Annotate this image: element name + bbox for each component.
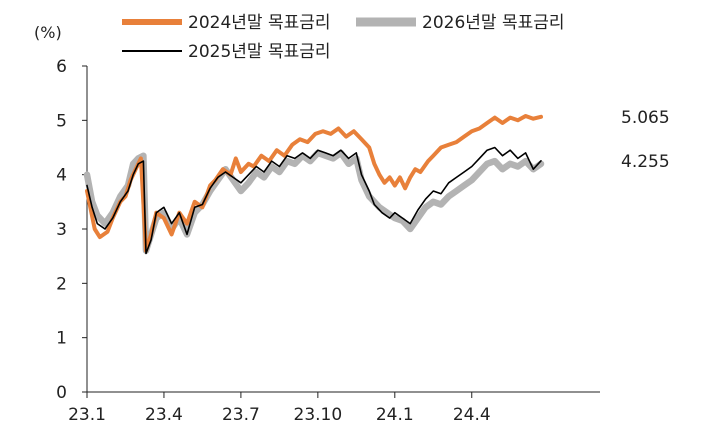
y-tick-label: 3 [56,220,67,240]
legend-label-2025: 2025년말 목표금리 [188,42,331,62]
series-lines [83,114,545,255]
y-tick-label: 5 [56,111,67,131]
x-tick-label: 23.4 [145,405,183,425]
series-line-0 [85,114,543,253]
series-line-2 [86,146,542,255]
x-tick-label: 23.1 [68,405,106,425]
end-labels: 5.065 4.255 [621,108,670,172]
x-tick-label: 23.7 [222,405,260,425]
end-label-0: 5.065 [621,108,670,128]
x-ticks: 23.1 23.4 23.7 23.10 24.1 24.4 [68,392,491,425]
axes [86,66,600,393]
legend-label-2024: 2024년말 목표금리 [188,13,331,33]
y-tick-label: 4 [56,166,67,186]
x-tick-label: 24.1 [376,405,414,425]
legend-label-2026: 2026년말 목표금리 [422,13,565,33]
y-tick-label: 6 [56,57,67,77]
series-line-1 [83,149,545,254]
legend: 2024년말 목표금리 2026년말 목표금리 2025년말 목표금리 [122,13,565,62]
end-label-2: 4.255 [621,152,670,172]
y-tick-label: 2 [56,274,67,294]
x-tick-label: 23.10 [294,405,343,425]
x-tick-label: 24.4 [453,405,491,425]
y-tick-label: 0 [56,383,67,403]
y-tick-label: 1 [56,329,67,349]
y-ticks: 0 1 2 3 4 5 6 [56,57,87,403]
y-axis-unit-label: (%) [34,23,62,42]
